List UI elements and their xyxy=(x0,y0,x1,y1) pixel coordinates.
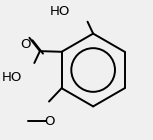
Text: O: O xyxy=(20,38,30,51)
Text: HO: HO xyxy=(50,4,70,18)
Text: HO: HO xyxy=(1,71,22,84)
Text: O: O xyxy=(44,115,54,128)
